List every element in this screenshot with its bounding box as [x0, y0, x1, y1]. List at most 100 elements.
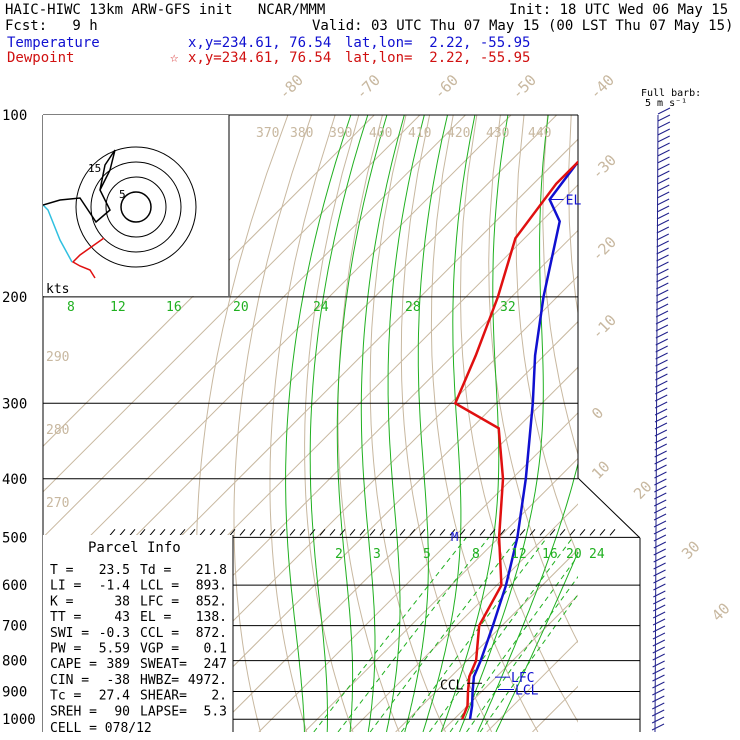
wind-barb — [652, 646, 666, 654]
hatch-tick — [609, 528, 616, 536]
mixing-ratio-line — [313, 536, 467, 732]
wind-barb — [657, 107, 671, 115]
parcel-row-value: 43 — [114, 610, 130, 625]
hatch-tick — [569, 528, 576, 536]
wind-barb — [656, 205, 670, 213]
mixing-ratio-label: 5 — [423, 547, 431, 562]
hatch-tick — [359, 528, 366, 536]
hatch-tick — [509, 528, 516, 536]
hatch-tick — [539, 528, 546, 536]
moist-adiabat-line — [459, 115, 549, 732]
legend-temperature: Temperature — [7, 35, 100, 51]
wind-barb — [656, 282, 669, 290]
parcel-row-value: 0.1 — [204, 642, 227, 657]
hodograph-ring-label: 15 — [88, 162, 101, 175]
moist-adiabat-line — [404, 115, 448, 732]
isotherm-line — [167, 320, 578, 732]
init-time: Init: 18 UTC Wed 06 May 15 — [509, 2, 729, 18]
dry-adiabat-line — [618, 115, 740, 732]
hatch-tick — [409, 528, 416, 536]
wind-barb — [657, 163, 670, 171]
moist-adiabat-line — [495, 550, 578, 732]
wind-barb — [654, 401, 668, 409]
right-axis-step — [577, 477, 641, 539]
theta-label: 400 — [369, 126, 392, 141]
wind-barb — [652, 688, 665, 696]
dewpoint-latlon: lat,lon= 2.22, -55.95 — [345, 50, 531, 66]
wind-barb — [655, 345, 668, 353]
hatch-tick — [279, 528, 286, 536]
hatch-tick — [559, 528, 566, 536]
pressure-label-1000: 1000 — [2, 712, 36, 728]
wind-barb — [657, 135, 670, 143]
pressure-label-500: 500 — [2, 530, 27, 546]
pressure-label-600: 600 — [2, 578, 27, 594]
wind-barb — [653, 590, 666, 598]
hatch-tick — [289, 528, 296, 536]
isotherm-line — [43, 115, 375, 447]
barb-legend-title: Full barb: — [641, 88, 701, 99]
wind-barb — [657, 170, 670, 178]
hatch-tick — [219, 528, 226, 536]
hodograph-ring — [105, 176, 167, 238]
dry-adiabat-line — [304, 115, 360, 732]
hatch-tick — [299, 528, 306, 536]
wind-barb — [651, 723, 665, 731]
theta-left-label: 290 — [46, 350, 69, 365]
parcel-row-key: SWI = — [50, 626, 89, 641]
parcel-row-value: 27.4 — [99, 689, 130, 704]
hatch-tick — [329, 528, 336, 536]
pressure-label-700: 700 — [2, 619, 27, 635]
parcel-row-key: Td = — [140, 563, 171, 578]
isotherm-line — [440, 594, 578, 732]
hatch-tick — [239, 528, 246, 536]
wind-barb — [655, 359, 668, 367]
temp-label: -50 — [508, 71, 540, 103]
theta-label: 430 — [486, 126, 509, 141]
hatch-tick — [529, 528, 536, 536]
hodograph-ring — [120, 191, 152, 223]
mixing-ratio-label: 20 — [566, 547, 582, 562]
wind-barb — [655, 366, 668, 374]
wind-barb — [652, 618, 666, 626]
wind-barb — [656, 275, 669, 283]
wind-barb — [655, 310, 669, 318]
lfc-label: LFC — [511, 671, 534, 686]
wind-barb — [656, 233, 670, 241]
isotherm-line — [349, 503, 578, 732]
temp-label: -20 — [588, 233, 620, 265]
wind-barb — [652, 653, 665, 661]
wind-barb — [651, 716, 665, 724]
dry-adiabat-line — [568, 115, 578, 317]
wind-barb — [656, 191, 670, 199]
dry-adiabat-line — [269, 115, 336, 732]
hatch-tick — [499, 528, 506, 536]
theta-label: 440 — [528, 126, 551, 141]
wind-barb — [656, 226, 670, 234]
parcel-row-key: TT = — [50, 610, 81, 625]
parcel-row-key: HWBZ= — [140, 673, 179, 688]
wind-barb — [657, 149, 670, 157]
mixing-ratio-label: 16 — [542, 547, 558, 562]
mixing-ratio-label: 8 — [67, 300, 75, 315]
parcel-row-value: 38 — [114, 594, 130, 609]
hatch-tick — [399, 528, 406, 536]
parcel-row-value: 138. — [196, 610, 227, 625]
hatch-tick — [469, 528, 476, 536]
moist-adiabat-line — [285, 115, 352, 732]
parcel-info-title: Parcel Info — [88, 540, 181, 556]
hatch-tick — [429, 528, 436, 536]
dry-adiabat-line — [337, 115, 400, 732]
hodograph-panel — [43, 115, 229, 296]
hatch-tick — [209, 528, 216, 536]
dry-adiabat-line — [233, 115, 312, 732]
parcel-row-value: 5.3 — [204, 704, 227, 719]
hatch-tick — [479, 528, 486, 536]
wind-barb — [656, 261, 669, 269]
isotherm-line — [43, 115, 557, 630]
temp-label: -70 — [352, 71, 384, 103]
hatch-tick — [339, 528, 346, 536]
temp-label: -40 — [586, 71, 618, 103]
wind-barb — [656, 247, 669, 255]
hatch-tick — [129, 528, 136, 536]
